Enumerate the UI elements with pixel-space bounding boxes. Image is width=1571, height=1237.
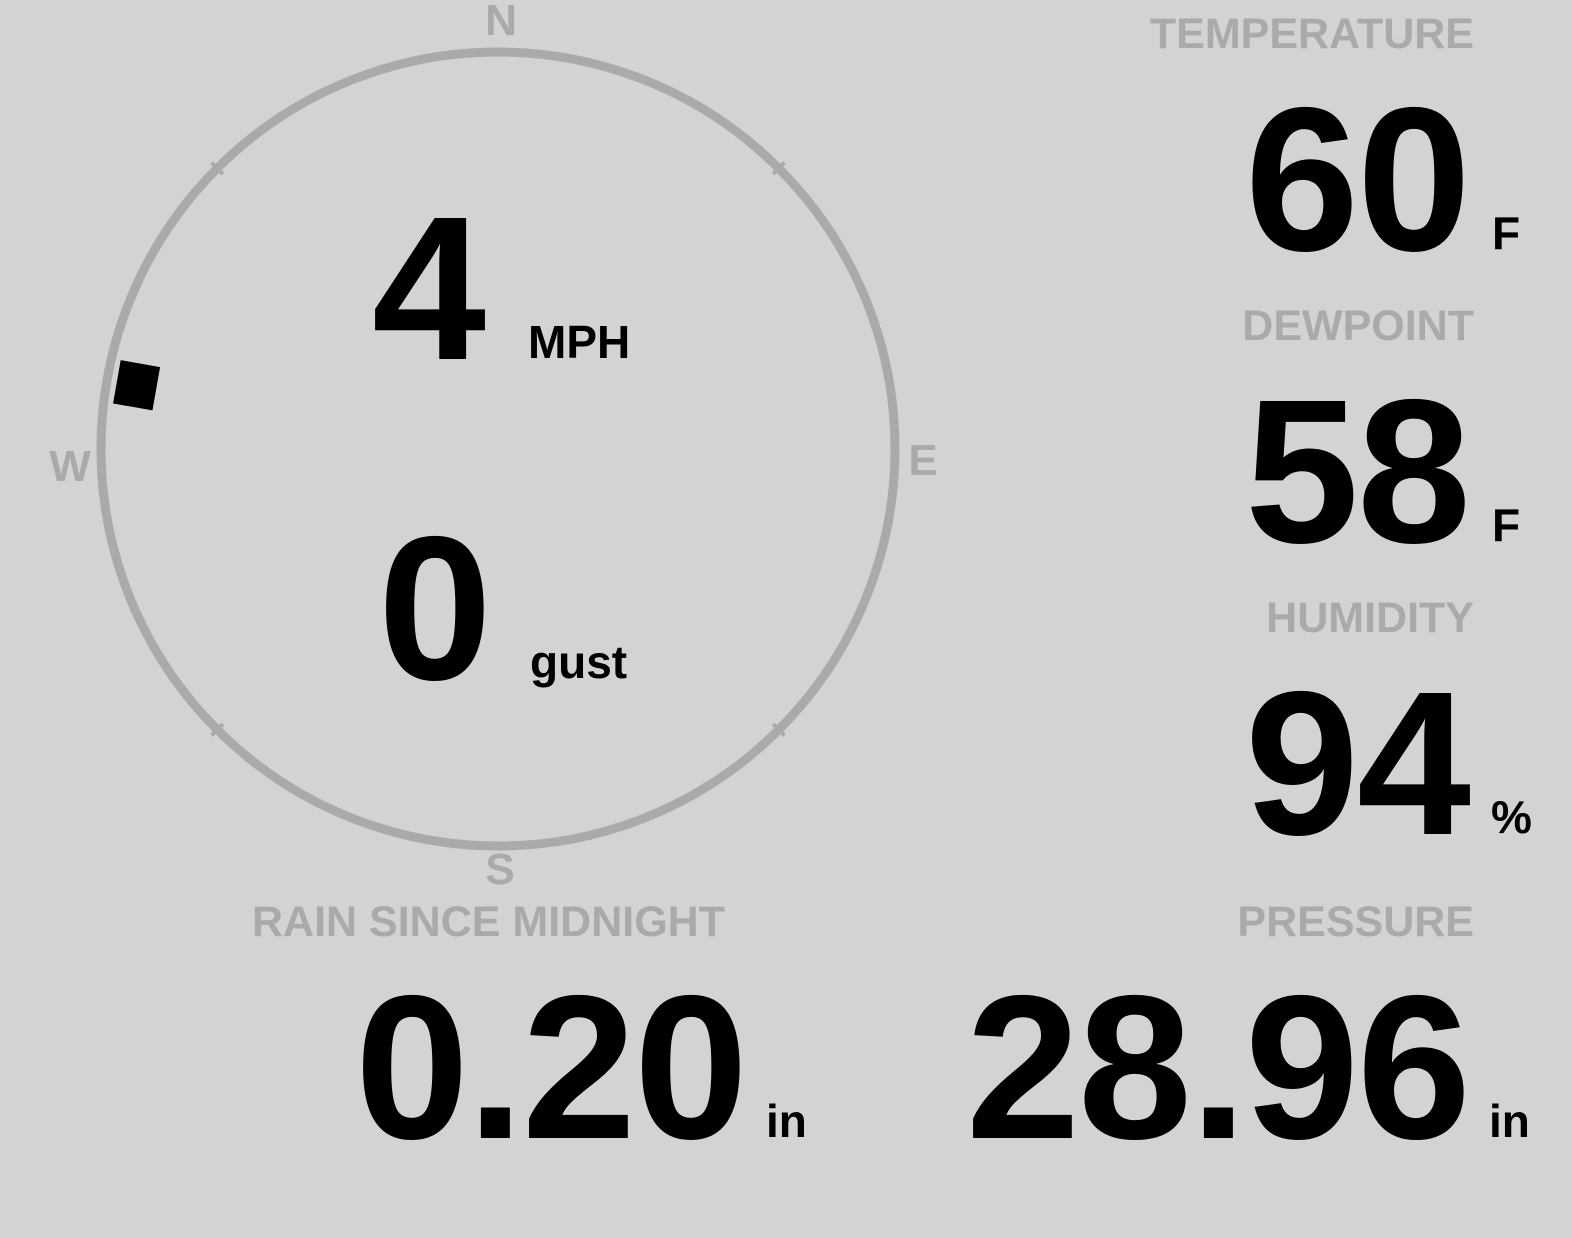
temperature-value: 60 bbox=[1244, 65, 1471, 294]
pressure-value: 28.96 bbox=[965, 953, 1471, 1182]
humidity-label: HUMIDITY bbox=[1266, 594, 1474, 642]
wind-speed-value: 4 bbox=[372, 174, 486, 403]
compass-tick bbox=[771, 722, 786, 737]
compass-tick bbox=[210, 161, 225, 176]
dewpoint-unit: F bbox=[1492, 499, 1521, 551]
compass-tick bbox=[210, 722, 225, 737]
temperature-label: TEMPERATURE bbox=[1149, 10, 1474, 58]
rain-label: RAIN SINCE MIDNIGHT bbox=[252, 898, 725, 946]
rain-unit: in bbox=[766, 1095, 807, 1147]
compass-east: E bbox=[908, 436, 938, 485]
compass-west: W bbox=[49, 442, 91, 491]
wind-gust-label: gust bbox=[530, 636, 628, 688]
compass-tick bbox=[771, 161, 786, 176]
compass-ring bbox=[96, 47, 900, 851]
wind-gust-value: 0 bbox=[378, 494, 492, 723]
temperature-unit: F bbox=[1492, 207, 1521, 259]
rain-value: 0.20 bbox=[355, 953, 748, 1182]
wind-direction-marker bbox=[113, 360, 161, 411]
pressure-unit: in bbox=[1489, 1095, 1530, 1147]
wind-compass bbox=[96, 47, 900, 851]
compass-south: S bbox=[485, 845, 515, 894]
pressure-label: PRESSURE bbox=[1237, 898, 1474, 946]
humidity-value: 94 bbox=[1244, 649, 1471, 878]
dewpoint-label: DEWPOINT bbox=[1242, 302, 1474, 350]
compass-north: N bbox=[485, 0, 517, 45]
wind-speed-unit: MPH bbox=[528, 316, 631, 368]
dewpoint-value: 58 bbox=[1244, 357, 1471, 586]
compass-ticks bbox=[210, 161, 786, 737]
humidity-unit: % bbox=[1491, 791, 1532, 843]
